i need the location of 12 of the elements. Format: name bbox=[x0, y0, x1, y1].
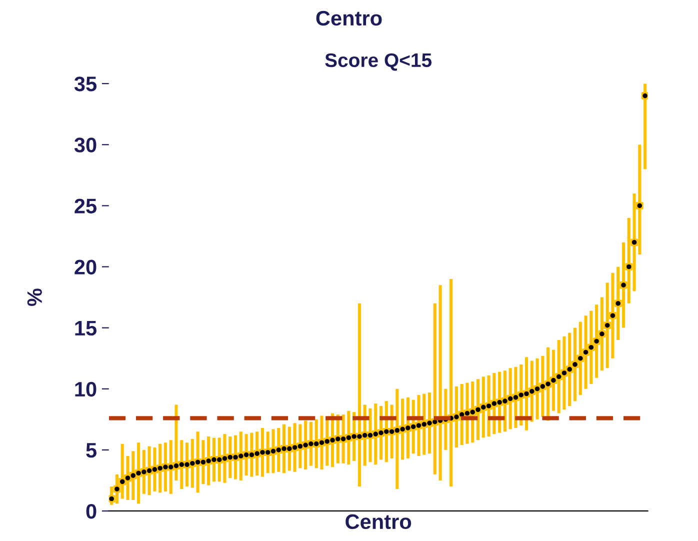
text: Centro bbox=[316, 10, 382, 26]
y-axis-title: % bbox=[27, 288, 42, 306]
x-axis-title: Centro bbox=[346, 514, 412, 530]
y-tick-label: 35 bbox=[74, 76, 97, 92]
y-tick-label: 15 bbox=[75, 321, 97, 336]
chart-title: Score Q<15 bbox=[325, 53, 432, 71]
y-tick-label: 25 bbox=[74, 198, 97, 214]
y-tick-label: 20 bbox=[74, 260, 96, 275]
y-tick-label: 10 bbox=[75, 382, 96, 397]
y-tick-label: 30 bbox=[74, 138, 96, 152]
y-tick-label: 0 bbox=[86, 504, 96, 519]
y-tick-label: 5 bbox=[86, 443, 97, 458]
